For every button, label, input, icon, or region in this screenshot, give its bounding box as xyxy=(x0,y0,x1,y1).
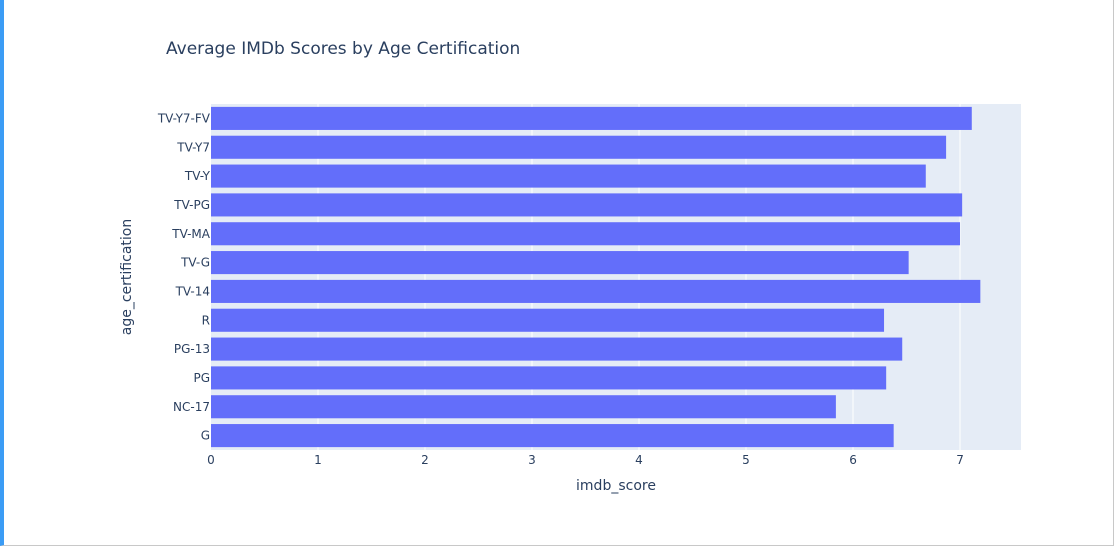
bar-nc-17[interactable] xyxy=(211,395,836,419)
y-tick-label: PG xyxy=(193,371,210,385)
y-tick-labels: G NC-17 PG PG-13 R TV-14 TV-G TV-MA TV-PG TV-Y TV-… xyxy=(157,111,211,442)
y-tick-label: TV-Y xyxy=(184,169,211,183)
bar-r[interactable] xyxy=(211,308,885,332)
plot-background xyxy=(211,104,1021,450)
y-tick-label: TV-Y7-FV xyxy=(157,111,211,125)
bar-tv-y7-fv[interactable] xyxy=(211,106,972,130)
y-tick-label: NC-17 xyxy=(173,400,210,414)
bar-tv-g[interactable] xyxy=(211,251,909,275)
bar-tv-y[interactable] xyxy=(211,164,926,188)
bars xyxy=(211,106,981,448)
x-tick-label: 2 xyxy=(421,453,429,467)
gridlines xyxy=(317,104,961,450)
bar-pg[interactable] xyxy=(211,366,887,390)
chart-title: Average IMDb Scores by Age Certification xyxy=(166,39,520,59)
x-tick-label: 6 xyxy=(849,453,857,467)
y-tick-label: TV-PG xyxy=(173,198,210,212)
x-tick-label: 0 xyxy=(207,453,215,467)
bar-tv-pg[interactable] xyxy=(211,193,963,217)
y-axis-label: age_certification xyxy=(119,219,135,335)
bar-pg-13[interactable] xyxy=(211,337,903,361)
x-tick-label: 4 xyxy=(635,453,643,467)
y-tick-label: TV-MA xyxy=(171,227,211,241)
bar-tv-14[interactable] xyxy=(211,279,981,303)
y-tick-label: TV-Y7 xyxy=(176,140,210,154)
y-tick-label: R xyxy=(202,313,210,327)
y-tick-label: TV-G xyxy=(180,256,210,270)
x-tick-label: 7 xyxy=(956,453,964,467)
bar-tv-y7[interactable] xyxy=(211,135,947,159)
x-tick-label: 5 xyxy=(742,453,750,467)
y-tick-label: PG-13 xyxy=(174,342,210,356)
bar-tv-ma[interactable] xyxy=(211,222,961,246)
bar-g[interactable] xyxy=(211,424,894,448)
y-tick-label: TV-14 xyxy=(175,284,210,298)
bar-chart: Average IMDb Scores by Age Certification… xyxy=(119,39,1021,494)
x-tick-label: 3 xyxy=(528,453,536,467)
x-tick-label: 1 xyxy=(314,453,322,467)
x-axis-label: imdb_score xyxy=(576,478,656,494)
y-tick-label: G xyxy=(201,429,210,443)
x-tick-labels: 0 1 2 3 4 5 6 7 xyxy=(207,453,964,467)
